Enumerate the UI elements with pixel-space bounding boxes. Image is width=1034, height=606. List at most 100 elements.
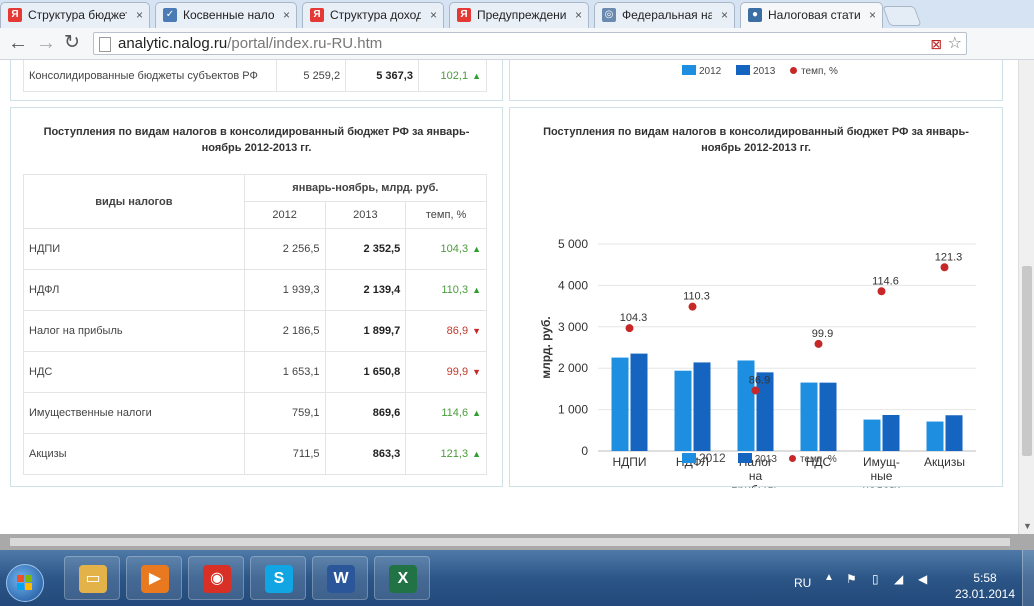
legend-dot [788,455,796,462]
table-row: Акцизы 711,5 863,3 121,3 ▲ [23,433,487,475]
tab-favicon-icon: Я [8,8,22,22]
trend-up-icon: ▲ [472,408,481,418]
tab-favicon-icon: ● [748,8,762,22]
volume-icon[interactable]: ◀ [918,572,928,586]
forward-icon[interactable]: → [36,32,56,54]
tab-close-icon[interactable]: × [429,8,437,22]
taskbar-app-chrome[interactable]: ◉ [188,556,244,600]
legend-item[interactable]: 2012 [682,451,726,465]
bookmark-star-icon[interactable]: ☆ [947,35,962,52]
new-tab-button[interactable] [882,6,922,26]
top-table: Консолидированные бюджеты субъектов РФ 5… [23,60,488,92]
title-line: Поступления по видам налогов в консолиди… [543,126,969,138]
legend-item-2012[interactable]: 2012 [682,65,721,77]
browser-tab[interactable]: ◎ Федеральная налоговая × [594,2,735,28]
clock-date: 23.01.2014 [954,587,1016,601]
x-tick-label: Имущ- [863,455,900,469]
taskbar-app-word[interactable]: W [312,556,368,600]
header-rate: темп, % [405,201,487,229]
url-text[interactable]: analytic.nalog.ru/portal/index.ru-RU.htm [118,35,382,52]
bar-2012 [863,419,881,451]
clock[interactable]: 5:58 23.01.2014 [952,570,1018,602]
rate-point [625,324,634,333]
show-desktop-button[interactable] [1022,550,1034,606]
legend-item[interactable]: 2013 [737,453,777,465]
action-center-icon[interactable]: ⚑ [846,572,857,586]
tax-table: виды налогов январь-ноябрь, млрд. руб. 2… [23,174,488,475]
legend-swatch [682,453,696,463]
back-icon[interactable]: ← [8,32,28,54]
tab-title: Структура бюджетов [28,8,127,22]
tab-close-icon[interactable]: × [720,8,728,22]
clock-time: 5:58 [973,571,997,585]
legend-item[interactable]: темп, % [788,454,837,465]
word-icon: W [327,565,355,593]
scroll-thumb[interactable] [1022,266,1032,456]
tax-name: НДПИ [23,228,245,270]
tab-close-icon[interactable]: × [868,8,876,22]
tab-title: Предупреждение [477,8,566,22]
header-period: январь-ноябрь, млрд. руб. [243,174,488,202]
tab-close-icon[interactable]: × [282,8,290,22]
legend-label: темп, % [801,66,838,77]
page-content: Консолидированные бюджеты субъектов РФ 5… [0,60,1018,534]
taskbar-app-excel[interactable]: X [374,556,430,600]
show-hidden-icons[interactable]: ▲ [824,572,834,583]
value-2012: 2 256,5 [243,228,326,270]
browser-tab[interactable]: Я Предупреждение × [449,2,589,28]
network-icon[interactable]: ◢ [894,572,904,586]
legend-item-2013[interactable]: 2013 [736,65,776,77]
browser-tab[interactable]: Я Структура бюджетов × [0,2,150,28]
tax-bar-chart: 0 1 000 2 000 3 000 4 000 5 000 млрд. руб. НДПИ… [539,237,976,488]
scroll-down-icon[interactable]: ▼ [1023,521,1032,531]
address-bar[interactable]: analytic.nalog.ru/portal/index.ru-RU.htm… [93,32,967,55]
tab-title: Структура доходов [330,8,421,22]
x-tick-label: НДС [806,455,832,469]
browser-tab[interactable]: ● Налоговая статистика × [740,2,883,28]
value-2013: 2 139,4 [324,269,407,311]
vertical-scrollbar[interactable]: ▼ [1018,60,1034,534]
value-2012: 759,1 [243,392,326,434]
y-tick-label: 1 000 [558,403,588,417]
tab-close-icon[interactable]: × [135,8,143,22]
legend-item-rate[interactable]: темп, % [790,66,838,77]
tax-name: Имущественные налоги [23,392,245,434]
bar-2013 [819,382,837,451]
table-row: Налог на прибыль 2 186,5 1 899,7 86,9 ▼ [23,310,487,352]
table-row: Консолидированные бюджеты субъектов РФ 5… [23,60,488,92]
taskbar-app-skype[interactable]: S [250,556,306,600]
bar-2012 [926,421,944,451]
rate-value: 99,9 [446,366,469,378]
tax-table-panel: Поступления по видам налогов в консолиди… [10,107,503,487]
value-2012: 5 259,2 [275,60,347,92]
taskbar-app-explorer[interactable]: ▭ [64,556,120,600]
horizontal-scrollbar[interactable] [0,534,1034,550]
browser-tab[interactable]: Я Структура доходов × [302,2,444,28]
chart-legend: 2012 2013 темп, % [682,451,849,465]
value-2013: 863,3 [324,433,407,475]
tab-close-icon[interactable]: × [574,8,582,22]
browser-tab[interactable]: ✓ Косвенные налоги × [155,2,297,28]
url-path: /portal/index.ru-RU.htm [227,35,383,52]
taskbar-app-media-player[interactable]: ▶ [126,556,182,600]
rate-point [688,302,697,311]
tab-favicon-icon: ◎ [602,8,616,22]
start-button[interactable] [6,564,44,602]
battery-icon[interactable]: ▯ [872,572,879,586]
language-indicator[interactable]: RU [794,576,812,590]
rate-value: 102,1 [440,69,469,82]
legend-label: 2013 [753,66,776,77]
tab-title: Косвенные налоги [183,8,274,22]
tax-chart-panel: Поступления по видам налогов в консолиди… [509,107,1003,488]
title-line: ноябрь 2012-2013 гг. [701,142,811,154]
legend-label: 2013 [754,454,777,465]
reload-icon[interactable]: ↻ [64,32,80,53]
blocked-popup-icon[interactable]: ⊠ [930,36,942,52]
value-2013: 869,6 [324,392,407,434]
x-tick-label: НДПИ [612,455,646,469]
legend-swatch [737,453,752,463]
top-chart-legend: 2012 2013 темп, % [682,65,850,77]
tax-name: НДС [23,351,245,393]
legend-swatch [682,65,696,75]
rate-data-label: 121.3 [935,251,963,263]
